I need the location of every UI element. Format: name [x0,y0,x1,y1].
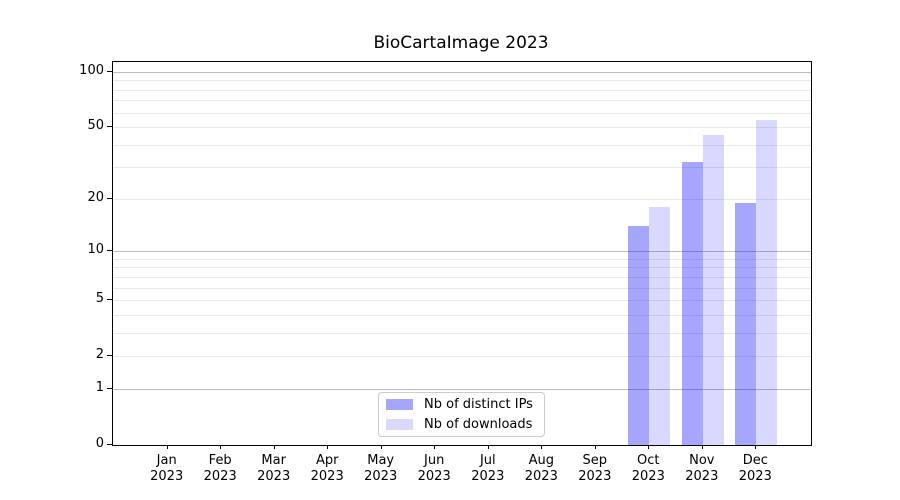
gridline-minor [113,100,811,102]
y-tick-mark [107,299,112,301]
x-tick-mark [755,445,757,449]
x-tick-label: Aug 2023 [524,453,558,484]
y-tick-mark [107,70,112,72]
gridline-major [113,71,811,73]
x-tick-label: Apr 2023 [310,453,344,484]
gridline-minor [113,314,811,316]
bar-downloads [649,206,671,445]
bar-downloads [756,119,778,445]
plot-area [112,61,812,446]
legend-label: Nb of distinct IPs [424,397,533,412]
bar-distinct-ips [735,202,757,445]
y-tick-label: 5 [95,291,104,307]
y-tick-label: 1 [95,379,104,395]
x-tick-mark [380,445,382,449]
y-tick-label: 2 [95,347,104,363]
y-tick-label: 100 [79,62,104,78]
y-tick-label: 10 [87,242,104,258]
y-tick-mark [107,250,112,252]
legend-entry: Nb of downloads [386,416,544,433]
x-tick-label: Jan 2023 [150,453,184,484]
y-tick-label: 0 [95,436,104,451]
gridline-minor [113,127,811,128]
x-tick-mark [434,445,436,449]
legend-entry: Nb of distinct IPs [386,396,544,413]
gridline-minor [113,267,811,269]
x-tick-mark [487,445,489,449]
x-tick-label: May 2023 [364,453,398,484]
gridline-minor [113,276,811,278]
bar-distinct-ips [681,162,703,445]
x-tick-mark [594,445,596,449]
gridline-minor [113,80,811,82]
legend-swatch-distinct-ips [386,399,413,410]
gridline-minor [113,167,811,169]
gridline-minor [113,89,811,91]
legend-swatch-downloads [386,419,413,430]
x-tick-label: Dec 2023 [738,453,772,484]
y-tick-mark [107,387,112,389]
x-tick-mark [166,445,168,449]
bar-downloads [702,135,724,445]
y-tick-mark [107,197,112,199]
y-tick-label: 50 [87,118,104,133]
gridline-minor [113,356,811,358]
x-tick-label: Feb 2023 [203,453,237,484]
x-tick-mark [220,445,222,449]
gridline-major [113,251,811,253]
y-tick-label: 20 [87,189,104,205]
gridline-minor [113,112,811,114]
gridline-minor [113,258,811,260]
gridline-minor [113,332,811,334]
x-tick-label: Sep 2023 [578,453,612,484]
x-tick-mark [648,445,650,449]
x-tick-label: Jun 2023 [417,453,451,484]
gridline-minor [113,198,811,200]
x-tick-label: Mar 2023 [257,453,291,484]
x-tick-mark [273,445,275,449]
gridline-minor [113,287,811,289]
x-tick-mark [541,445,543,449]
x-tick-label: Jul 2023 [471,453,505,484]
x-tick-label: Oct 2023 [631,453,665,484]
chart-title: BioCartaImage 2023 [373,33,549,53]
y-tick-mark [107,355,112,357]
x-tick-label: Nov 2023 [685,453,719,484]
legend: Nb of distinct IPs Nb of downloads [378,392,545,437]
y-tick-mark [107,444,112,445]
gridline-major [113,388,811,390]
legend-label: Nb of downloads [424,417,533,432]
gridline-minor [113,144,811,146]
x-tick-mark [701,445,703,449]
bar-distinct-ips [628,226,650,445]
gridline-minor [113,300,811,302]
y-tick-mark [107,126,112,127]
x-tick-mark [327,445,329,449]
